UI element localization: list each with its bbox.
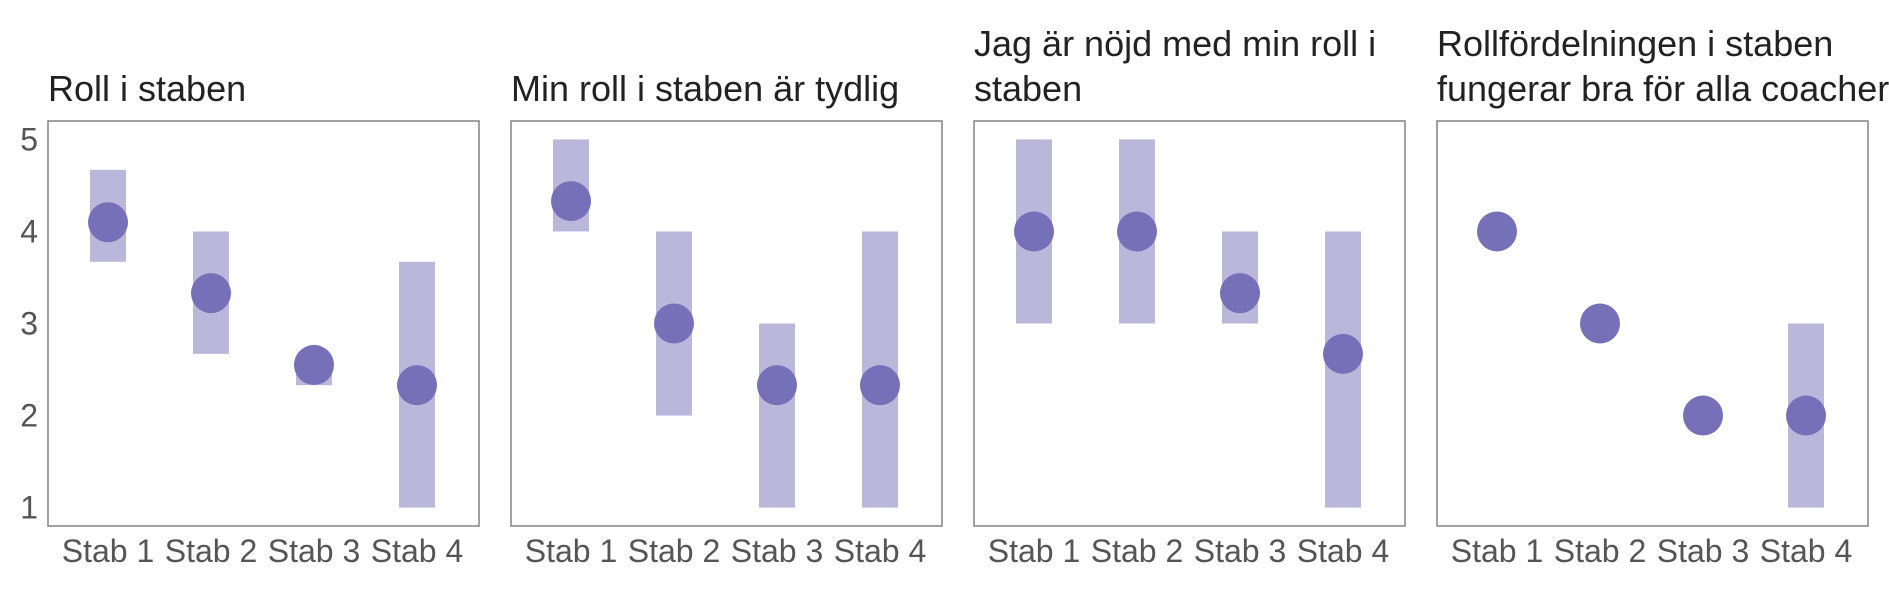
x-tick-label: Stab 4 (371, 533, 464, 569)
panel-title: fungerar bra för alla coacher (1437, 68, 1889, 109)
panel-title: Rollfördelningen i staben (1437, 23, 1833, 64)
panel-title: Min roll i staben är tydlig (511, 68, 899, 109)
mean-dot (1683, 395, 1723, 436)
mean-dot (191, 273, 231, 314)
x-tick-label: Stab 1 (62, 533, 155, 569)
mean-dot (1220, 273, 1260, 314)
panel-title: staben (974, 68, 1082, 109)
x-tick-label: Stab 2 (1091, 533, 1184, 569)
mean-dot (1786, 395, 1826, 436)
mean-dot (294, 344, 334, 385)
panel-2: Min roll i staben är tydlig Stab 1 Stab 2 S… (510, 68, 943, 569)
mean-dot (1580, 303, 1620, 344)
plot-frame (1436, 120, 1869, 527)
mean-dot (1477, 211, 1517, 252)
x-tick-label: Stab 3 (731, 533, 824, 569)
mean-dot (757, 365, 797, 406)
panel-1: Roll i staben 1 2 3 4 5 Stab 1 Stab 2 Stab 3 Stab… (20, 68, 480, 569)
x-tick-label: Stab 2 (1554, 533, 1647, 569)
y-tick-label: 1 (20, 490, 38, 526)
y-tick-label: 2 (20, 398, 38, 434)
y-tick-label: 5 (20, 121, 38, 157)
y-tick-label: 3 (20, 306, 38, 342)
panel-title: Jag är nöjd med min roll i (974, 23, 1376, 64)
mean-dot (88, 202, 128, 243)
plot-frame (47, 120, 480, 527)
mean-dot (860, 365, 900, 406)
y-tick-label: 4 (20, 213, 38, 249)
x-tick-label: Stab 1 (988, 533, 1081, 569)
mean-dot (1014, 211, 1054, 252)
x-tick-label: Stab 1 (525, 533, 618, 569)
range-bar (759, 323, 795, 508)
x-tick-label: Stab 4 (1297, 533, 1390, 569)
x-tick-label: Stab 3 (1657, 533, 1750, 569)
x-tick-label: Stab 4 (1760, 533, 1853, 569)
mean-dot (1117, 211, 1157, 252)
mean-dot (1323, 333, 1363, 374)
x-tick-label: Stab 2 (628, 533, 721, 569)
x-tick-label: Stab 2 (165, 533, 258, 569)
plot-frame (973, 120, 1406, 527)
x-tick-label: Stab 1 (1451, 533, 1544, 569)
mean-dot (397, 365, 437, 406)
x-tick-label: Stab 4 (834, 533, 927, 569)
panel-title: Roll i staben (48, 68, 246, 109)
mean-dot (654, 303, 694, 344)
x-tick-label: Stab 3 (268, 533, 361, 569)
x-tick-label: Stab 3 (1194, 533, 1287, 569)
mean-dot (551, 181, 591, 222)
plot-frame (510, 120, 943, 527)
